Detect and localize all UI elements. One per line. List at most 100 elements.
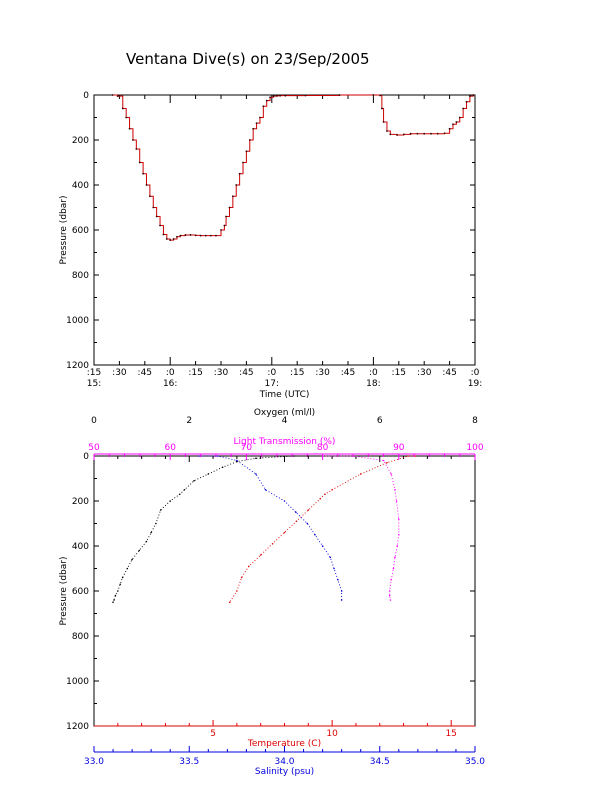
plot1-data-point	[396, 134, 399, 136]
series-point-transmission	[390, 578, 392, 581]
series-point-temperature	[228, 601, 231, 604]
plot2-ytick-label: 200	[72, 497, 89, 507]
plot1-xtick-hour-label: 19:	[468, 379, 482, 389]
plot1-data-point	[248, 139, 251, 141]
plot1-data-point	[402, 133, 405, 136]
plot1-ytick-label: 1200	[66, 361, 89, 371]
series-point-temperature	[295, 520, 298, 523]
plot1-data-point	[138, 161, 141, 164]
series-point-transmission	[390, 473, 392, 475]
series-point-oxygen	[293, 455, 295, 457]
series-point-temperature	[359, 473, 362, 475]
series-point-temperature	[307, 509, 310, 511]
series-point-salinity	[314, 533, 316, 536]
temperature-tick-label: 10	[326, 729, 338, 739]
plot1-data-point	[231, 195, 234, 198]
series-point-temperature	[259, 554, 262, 556]
plot1-frame	[93, 94, 476, 366]
series-point-salinity	[340, 590, 343, 592]
series-point-transmission	[395, 500, 398, 502]
transmission-tick-label: 90	[393, 443, 405, 453]
plot1-data-point	[199, 234, 202, 237]
plot1-data-point	[275, 95, 278, 97]
series-point-oxygen	[114, 594, 117, 597]
series-point-oxygen	[131, 558, 133, 561]
series-point-temperature	[407, 455, 410, 457]
plot1-xtick-label: :0	[471, 368, 480, 378]
plot1-ytick-label: 0	[83, 91, 89, 101]
plot1-data-point	[430, 132, 432, 135]
series-point-salinity	[217, 455, 219, 457]
transmission-tick-label: 100	[466, 443, 483, 453]
series-point-oxygen	[169, 500, 171, 502]
salinity-axis-title: Salinity (psu)	[255, 767, 314, 777]
plot1-data-point	[189, 234, 192, 236]
plot1-data-point	[379, 94, 382, 97]
plot1-data-point	[436, 132, 439, 135]
plot1-data-point	[128, 127, 131, 130]
series-point-salinity	[236, 459, 238, 462]
plot1-xtick-label: :15	[392, 368, 406, 378]
plot1-ylabel: Pressure (dbar)	[59, 196, 69, 265]
plot1-xtick-label: :0	[267, 368, 276, 378]
series-point-oxygen	[193, 479, 195, 482]
plot1-xtick-label: :30	[315, 368, 330, 378]
plot1-xtick-label: :15	[87, 368, 101, 378]
plot1-ytick-label: 200	[72, 136, 89, 146]
series-point-temperature	[319, 497, 322, 500]
plot1-data-point	[252, 127, 255, 130]
plot1-data-point	[472, 94, 475, 96]
plot1-data-point	[269, 96, 272, 99]
plot1-data-point	[209, 234, 212, 237]
plot1-data-point	[142, 172, 145, 175]
plot1-data-point	[159, 224, 161, 227]
series-point-oxygen	[117, 590, 119, 592]
salinity-tick-label: 34.5	[370, 757, 390, 767]
plot1-data-point	[462, 107, 465, 110]
plot1-data-point	[265, 99, 268, 102]
temperature-axis-title: Temperature (C)	[247, 739, 321, 749]
plot1-data-point	[111, 94, 114, 96]
transmission-tick-label: 80	[317, 443, 329, 453]
plot1-xlabel: Time (UTC)	[259, 390, 310, 400]
plot1-xtick-label: :0	[369, 368, 378, 378]
series-point-salinity	[306, 522, 309, 525]
series-point-salinity	[329, 556, 332, 559]
series-point-transmission	[352, 455, 354, 457]
plot2-ytick-label: 1000	[66, 677, 89, 687]
plot1-data-point	[279, 94, 282, 97]
plot1-data-point	[121, 107, 124, 110]
oxygen-axis-title: Oxygen (ml/l)	[254, 408, 315, 418]
series-point-salinity	[197, 455, 200, 457]
series-point-transmission	[396, 545, 399, 547]
series-point-oxygen	[150, 531, 152, 534]
plot1-xtick-hour-label: 17:	[265, 379, 279, 389]
plot1-xtick-hour-label: 18:	[366, 379, 380, 389]
plot1-data-point	[416, 132, 419, 135]
plot1-data-point	[148, 195, 151, 198]
series-profile-oxygen	[112, 455, 309, 603]
plot1-xtick-label: :45	[341, 368, 355, 378]
plot1-data-point	[465, 100, 468, 103]
plot1-ytick-label: 400	[72, 181, 89, 191]
plot1-data-point	[245, 150, 248, 153]
series-point-salinity	[340, 599, 343, 601]
series-point-temperature	[324, 493, 326, 496]
plot1-data-point	[452, 123, 454, 126]
plot1-data-point	[194, 234, 197, 237]
series-point-salinity	[264, 488, 267, 491]
plot1-data-point	[238, 172, 241, 175]
temperature-tick-label: 15	[445, 729, 456, 739]
series-point-oxygen	[207, 473, 210, 475]
plot1-xtick-label: :30	[214, 368, 229, 378]
series-point-transmission	[382, 459, 385, 462]
plot1-xtick-label: :45	[239, 368, 253, 378]
oxygen-tick-label: 2	[186, 416, 192, 426]
plot1-data-point	[386, 130, 388, 132]
series-point-transmission	[398, 518, 400, 520]
chart-title: Ventana Dive(s) on 23/Sep/2005	[126, 50, 370, 68]
plot1-data-point	[204, 234, 207, 237]
plot1-xtick-label: :0	[166, 368, 175, 378]
plot1-data-point	[423, 132, 426, 135]
series-point-salinity	[255, 473, 257, 475]
